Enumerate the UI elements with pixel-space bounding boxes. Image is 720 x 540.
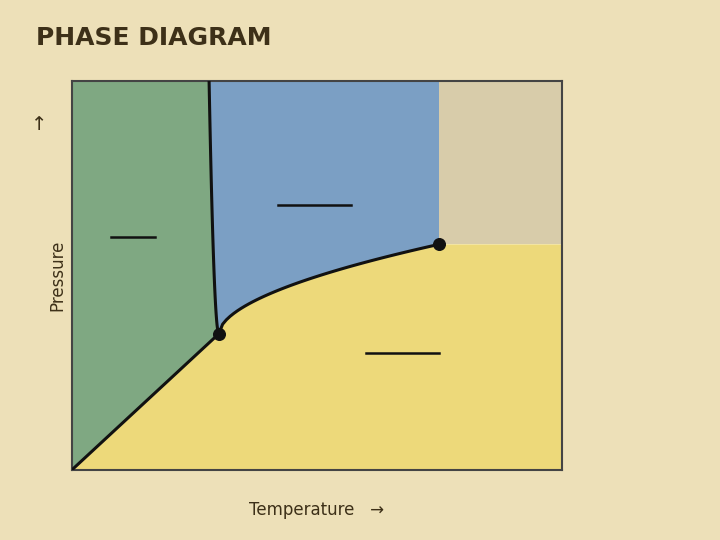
Y-axis label: Pressure: Pressure <box>48 240 66 311</box>
Polygon shape <box>72 81 219 470</box>
Polygon shape <box>439 81 562 244</box>
Point <box>213 329 225 338</box>
Polygon shape <box>209 81 439 334</box>
Text: PHASE DIAGRAM: PHASE DIAGRAM <box>36 26 271 50</box>
Polygon shape <box>72 244 562 470</box>
Text: ↑: ↑ <box>32 114 48 134</box>
Text: Temperature   →: Temperature → <box>249 501 384 519</box>
Point <box>433 240 445 248</box>
